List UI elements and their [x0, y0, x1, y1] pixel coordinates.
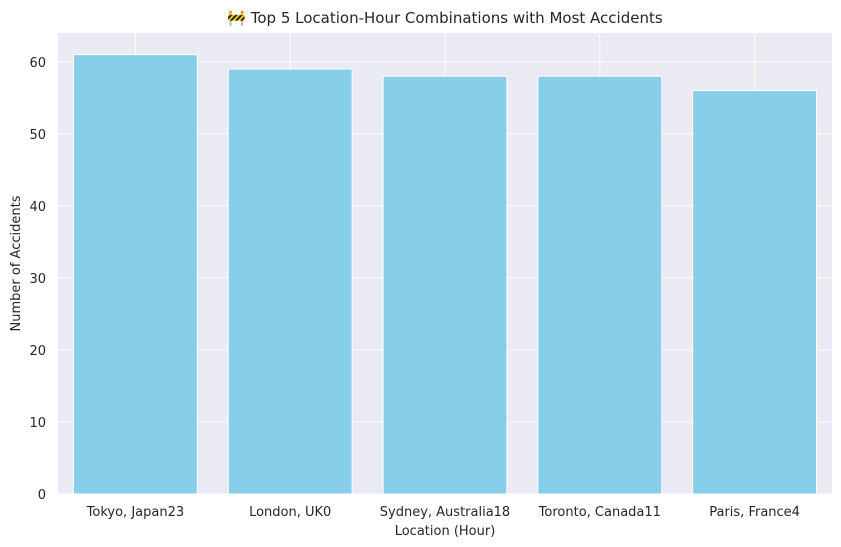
x-tick-label-3: Toronto, Canada11 [538, 505, 661, 520]
y-tick-label-0: 0 [38, 488, 46, 503]
y-tick-labels: 0 10 20 30 40 50 60 [29, 56, 46, 503]
bars [72, 54, 818, 495]
y-tick-label-2: 20 [29, 344, 46, 359]
bar-2 [382, 75, 508, 495]
x-tick-labels: Tokyo, Japan23 London, UK0 Sydney, Austral… [86, 505, 800, 520]
x-tick-label-4: Paris, France4 [709, 505, 800, 520]
x-tick-label-0: Tokyo, Japan23 [86, 505, 184, 520]
x-tick-label-1: London, UK0 [249, 505, 331, 520]
x-axis-label: Location (Hour) [395, 524, 496, 539]
y-axis-label: Number of Accidents [9, 195, 24, 331]
x-tick-label-2: Sydney, Australia18 [380, 505, 510, 520]
bar-1 [227, 68, 353, 495]
y-tick-label-3: 30 [29, 272, 46, 287]
bar-4 [692, 90, 818, 495]
bar-0 [72, 54, 198, 495]
y-tick-label-5: 50 [29, 128, 46, 143]
bar-3 [537, 75, 663, 495]
chart-title: 🚧 Top 5 Location-Hour Combinations with … [227, 9, 663, 27]
y-tick-label-1: 10 [29, 416, 46, 431]
y-tick-label-4: 40 [29, 200, 46, 215]
y-tick-label-6: 60 [29, 56, 46, 71]
